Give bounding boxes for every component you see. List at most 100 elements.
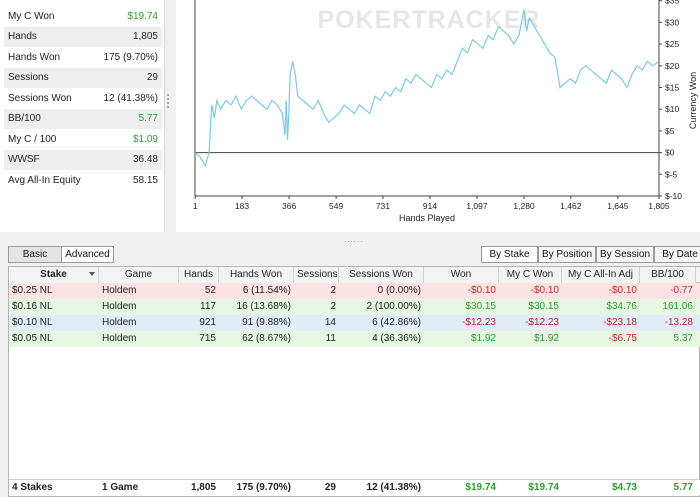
stat-value: 175 (9.70%) bbox=[103, 51, 158, 63]
y-tick-label: $0 bbox=[665, 148, 675, 158]
stat-row: My C / 100 $1.09 bbox=[4, 129, 162, 149]
cell-won: $1.92 bbox=[470, 333, 496, 344]
cell-won: $30.15 bbox=[465, 301, 496, 312]
cell-allin-adj: -$0.10 bbox=[608, 285, 637, 296]
y-tick-label: $-5 bbox=[665, 169, 678, 179]
stat-row: Avg All-In Equity 58.15 bbox=[4, 170, 162, 190]
x-axis-title: Hands Played bbox=[399, 213, 455, 223]
cell-hands-won: 16 (13.68%) bbox=[236, 301, 291, 312]
cell-sessions: 2 bbox=[330, 285, 336, 296]
tab-by-session[interactable]: By Session bbox=[596, 246, 654, 263]
stat-value: 1,805 bbox=[132, 31, 158, 42]
total-my-c-won: $19.74 bbox=[528, 482, 559, 493]
stat-value: 29 bbox=[146, 72, 158, 83]
table-row[interactable]: $0.25 NL Holdem 52 6 (11.54%) 2 0 (0.00%) -$0.… bbox=[9, 283, 700, 299]
cell-bb100: -13.28 bbox=[664, 317, 693, 328]
cell-my-c-won: -$12.23 bbox=[525, 317, 559, 328]
stat-row: WWSF 36.48 bbox=[4, 149, 162, 170]
cell-sessions-won: 0 (0.00%) bbox=[377, 285, 421, 296]
header-col-stake[interactable]: Stake bbox=[9, 267, 99, 283]
stat-row: Sessions 29 bbox=[4, 67, 162, 88]
cell-stake: $0.25 NL bbox=[12, 285, 53, 296]
stat-row: Sessions Won 12 (41.38%) bbox=[4, 88, 162, 108]
cell-my-c-won: $30.15 bbox=[528, 301, 559, 312]
stat-value: 36.48 bbox=[132, 154, 158, 165]
header-col-allin-adj[interactable]: My C All-In Adj bbox=[562, 267, 640, 283]
sort-desc-icon[interactable] bbox=[89, 272, 95, 276]
stat-row: Hands 1,805 bbox=[4, 26, 162, 47]
stat-value: 5.77 bbox=[138, 113, 158, 124]
stat-value: $1.09 bbox=[132, 133, 158, 145]
tab-by-date[interactable]: By Date bbox=[654, 246, 700, 263]
cell-stake: $0.16 NL bbox=[12, 301, 53, 312]
y-axis-title: Currency Won bbox=[688, 72, 698, 129]
stat-label: My C / 100 bbox=[8, 133, 57, 145]
stat-value: 12 (41.38%) bbox=[103, 92, 158, 104]
cell-game: Holdem bbox=[102, 333, 137, 344]
header-col-hands-won[interactable]: Hands Won bbox=[219, 267, 294, 283]
cell-sessions-won: 4 (36.36%) bbox=[372, 333, 421, 344]
stat-row: BB/100 5.77 bbox=[4, 108, 162, 129]
stat-label: BB/100 bbox=[8, 113, 41, 124]
stats-panel: My C Won $19.74 Hands 1,805 Hands Won 175 (9.… bbox=[0, 0, 165, 235]
x-tick-label: 731 bbox=[376, 201, 390, 211]
x-tick-label: 549 bbox=[329, 201, 343, 211]
header-col-sessions-won[interactable]: Sessions Won bbox=[339, 267, 424, 283]
cell-hands: 921 bbox=[199, 317, 216, 328]
panel-resize-grip[interactable] bbox=[166, 92, 170, 112]
header-col-hands[interactable]: Hands bbox=[179, 267, 219, 283]
cell-stake: $0.05 NL bbox=[12, 333, 53, 344]
cell-won: -$0.10 bbox=[467, 285, 496, 296]
y-tick-label: $35 bbox=[665, 0, 679, 6]
cell-allin-adj: -$6.75 bbox=[608, 333, 637, 344]
x-tick-label: 914 bbox=[423, 201, 437, 211]
horizontal-splitter[interactable] bbox=[0, 232, 700, 242]
total-hands: 1,805 bbox=[190, 482, 216, 493]
table-row[interactable]: $0.16 NL Holdem 117 16 (13.68%) 2 2 (100.00%)… bbox=[9, 299, 700, 315]
profit-chart: POKERTRACKER $-10 $-5 $0 $5 $10 $15 $20 $25 $30 $3… bbox=[176, 0, 700, 232]
x-tick-label: 1,097 bbox=[466, 201, 488, 211]
x-tick-label: 183 bbox=[235, 201, 249, 211]
y-tick-label: $10 bbox=[665, 104, 679, 114]
tab-by-stake[interactable]: By Stake bbox=[481, 246, 538, 263]
tab-by-position[interactable]: By Position bbox=[538, 246, 596, 263]
table-row[interactable]: $0.05 NL Holdem 715 62 (8.67%) 11 4 (36.36%) $… bbox=[9, 331, 700, 347]
tab-advanced[interactable]: Advanced bbox=[61, 246, 114, 263]
stat-label: My C Won bbox=[8, 10, 55, 22]
table-row[interactable]: $0.10 NL Holdem 921 91 (9.88%) 14 6 (42.86%) -… bbox=[9, 315, 700, 331]
cell-my-c-won: $1.92 bbox=[533, 333, 559, 344]
header-col-bb100[interactable]: BB/100 bbox=[640, 267, 696, 283]
y-tick-label: $-10 bbox=[665, 191, 682, 201]
total-hands-won: 175 (9.70%) bbox=[236, 482, 291, 493]
x-tick-label: 1,805 bbox=[648, 201, 670, 211]
y-tick-label: $20 bbox=[665, 61, 679, 71]
stat-label: Sessions bbox=[8, 72, 49, 83]
y-tick-label: $25 bbox=[665, 39, 679, 49]
total-sessions-won: 12 (41.38%) bbox=[366, 482, 421, 493]
cell-hands: 52 bbox=[204, 285, 216, 296]
stat-label: WWSF bbox=[8, 154, 40, 165]
stat-label: Hands bbox=[8, 31, 37, 42]
series-line bbox=[194, 9, 660, 168]
tab-basic[interactable]: Basic bbox=[8, 246, 62, 263]
total-allin-adj: $4.73 bbox=[611, 482, 637, 493]
total-bb100: 5.77 bbox=[673, 482, 693, 493]
header-col-sessions[interactable]: Sessions bbox=[294, 267, 339, 283]
stat-row: Hands Won 175 (9.70%) bbox=[4, 47, 162, 67]
header-col-my-c-won[interactable]: My C Won bbox=[499, 267, 562, 283]
table-header-row: Stake Game Hands Hands Won Sessions Sessions … bbox=[9, 267, 700, 283]
cell-hands: 715 bbox=[199, 333, 216, 344]
header-col-won[interactable]: Won bbox=[424, 267, 499, 283]
total-game: 1 Game bbox=[102, 482, 139, 493]
stat-row: My C Won $19.74 bbox=[4, 6, 162, 26]
cell-allin-adj: $34.76 bbox=[606, 301, 637, 312]
cell-sessions: 14 bbox=[324, 317, 336, 328]
total-stake: 4 Stakes bbox=[12, 482, 53, 493]
x-tick-label: 1,645 bbox=[607, 201, 629, 211]
splitter-grip-dots[interactable]: ...... bbox=[344, 235, 364, 244]
x-tick-label: 1,462 bbox=[560, 201, 582, 211]
cell-hands-won: 91 (9.88%) bbox=[242, 317, 291, 328]
cell-sessions-won: 6 (42.86%) bbox=[372, 317, 421, 328]
stats-table: Stake Game Hands Hands Won Sessions Sessions … bbox=[8, 266, 700, 497]
header-col-game[interactable]: Game bbox=[99, 267, 179, 283]
